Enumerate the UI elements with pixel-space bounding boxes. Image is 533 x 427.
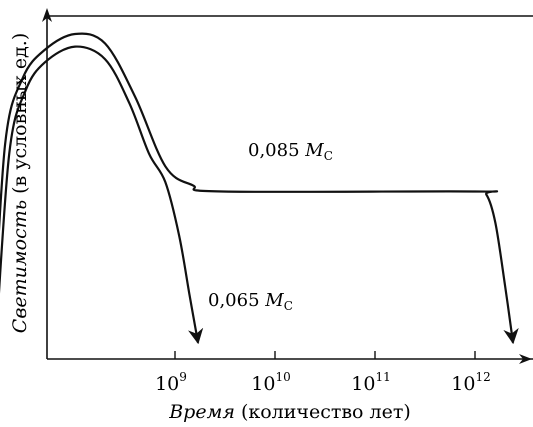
series-line-0065 — [0, 45, 204, 345]
y-axis-arrow — [42, 8, 52, 22]
x-tick-label: 1011 — [351, 370, 390, 395]
x-axis-title: Время (количество лет) — [168, 401, 411, 423]
x-tick-label: 1010 — [251, 370, 290, 395]
x-tick-label: 109 — [155, 370, 187, 395]
series-lines — [0, 32, 519, 345]
series-label-0065: 0,065 MC — [208, 290, 293, 313]
x-axis-arrow — [519, 354, 532, 364]
series-line-0085 — [0, 32, 519, 345]
x-ticks: 109 1010 1011 1012 — [155, 351, 491, 395]
x-tick-label: 1012 — [451, 370, 490, 395]
y-axis-title: Светимость (в условных ед.) — [9, 33, 31, 333]
series-label-0085: 0,085 MC — [248, 140, 333, 163]
